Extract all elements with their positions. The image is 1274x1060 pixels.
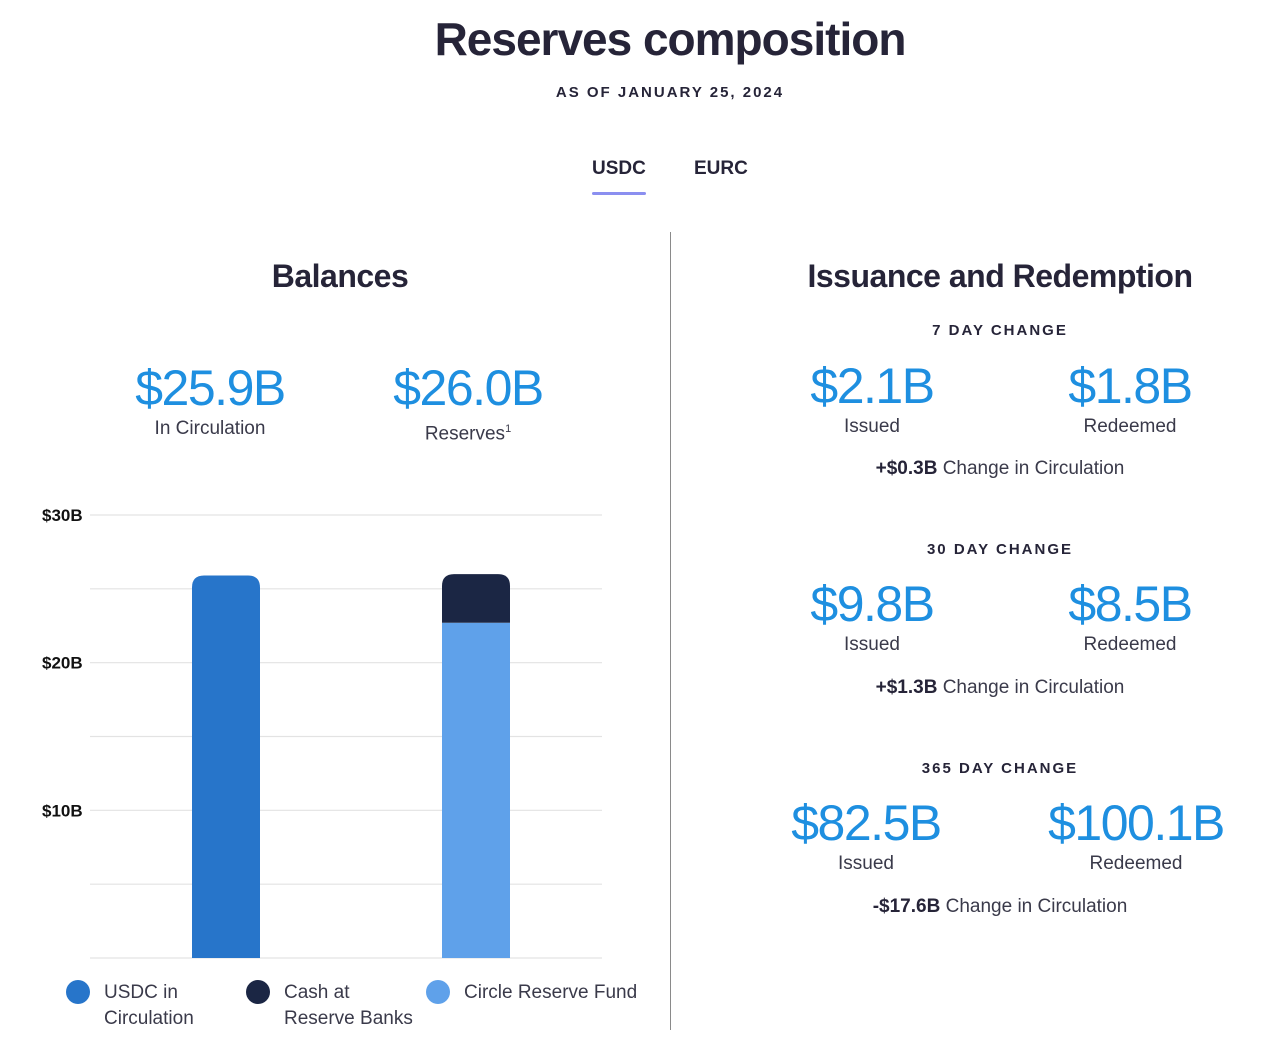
circulation-label: In Circulation [154,418,266,439]
period-heading: 30 DAY CHANGE [926,541,1074,558]
reserves-stat: $26.0B Reserves1 [338,360,598,447]
redeemed-stat: $100.1B Redeemed [1006,795,1266,877]
legend-dot-cash [246,980,270,1004]
reserves-value: $26.0B [393,360,544,416]
issued-value: $9.8B [810,576,935,632]
change-text: Change in Circulation [937,458,1125,479]
legend-dot-circulation [66,980,90,1004]
tab-eurc[interactable]: EURC [694,158,748,179]
issued-value: $82.5B [791,795,942,851]
redeemed-label: Redeemed [1083,634,1177,655]
active-tab-indicator [592,192,646,195]
legend-label: Circle Reserve Fund [464,982,638,1003]
y-tick-label: $10B [42,801,83,820]
circulation-stat: $25.9B In Circulation [80,360,340,442]
redeemed-value: $1.8B [1068,358,1193,414]
balances-chart: $30B $20B $10B [30,490,610,970]
change-text: Change in Circulation [937,677,1125,698]
issued-stat: $82.5B Issued [736,795,996,877]
change-text: Change in Circulation [940,896,1128,917]
period-heading: 365 DAY CHANGE [921,760,1079,777]
issued-stat: $2.1B Issued [742,358,1002,440]
issued-label: Issued [838,853,894,874]
change-amount: +$1.3B [875,677,938,698]
issuance-title: Issuance and Redemption [807,258,1193,294]
balances-chart-svg: $30B $20B $10B [42,506,602,959]
balances-title: Balances [271,258,409,294]
circulation-value: $25.9B [135,360,286,416]
reserves-label-wrap: Reserves1 [338,416,598,447]
chart-legend: USDC in Circulation Cash at Reserve Banks … [66,980,666,1040]
legend-item-reserve-fund[interactable]: Circle Reserve Fund [426,980,637,1006]
page-title: Reserves composition [434,13,907,65]
legend-label: USDC in [104,982,178,1003]
issued-stat: $9.8B Issued [742,576,1002,658]
bar-segment-usdc-in-circulation[interactable] [192,575,260,958]
legend-dot-reserve-fund [426,980,450,1004]
change-in-circulation: -$17.6B Change in Circulation [800,896,1200,918]
y-tick-label: $30B [42,506,83,525]
y-tick-label: $20B [42,654,83,673]
issued-label: Issued [844,634,900,655]
issued-label: Issued [844,416,900,437]
bar-segment-cash-at-reserve-banks[interactable] [442,574,510,623]
change-amount: -$17.6B [872,896,941,917]
bar-segment-circle-reserve-fund[interactable] [442,622,510,958]
redeemed-stat: $1.8B Redeemed [1000,358,1260,440]
issued-value: $2.1B [810,358,935,414]
legend-item-cash[interactable]: Cash at Reserve Banks [246,980,413,1032]
redeemed-value: $100.1B [1048,795,1225,851]
section-divider [670,232,671,1030]
period-heading: 7 DAY CHANGE [932,322,1068,339]
change-in-circulation: +$1.3B Change in Circulation [800,677,1200,699]
legend-item-circulation[interactable]: USDC in Circulation [66,980,194,1032]
change-amount: +$0.3B [875,458,938,479]
tab-usdc[interactable]: USDC [592,158,646,179]
redeemed-label: Redeemed [1083,416,1177,437]
as-of-date: AS OF JANUARY 25, 2024 [555,84,785,101]
change-in-circulation: +$0.3B Change in Circulation [800,458,1200,480]
redeemed-stat: $8.5B Redeemed [1000,576,1260,658]
redeemed-label: Redeemed [1089,853,1183,874]
legend-label: Reserve Banks [284,1008,413,1029]
legend-label: Cash at [284,982,350,1003]
legend-label: Circulation [104,1008,194,1029]
redeemed-value: $8.5B [1068,576,1193,632]
reserves-label: Reserves [424,423,506,445]
reserves-footnote[interactable]: 1 [505,423,512,435]
